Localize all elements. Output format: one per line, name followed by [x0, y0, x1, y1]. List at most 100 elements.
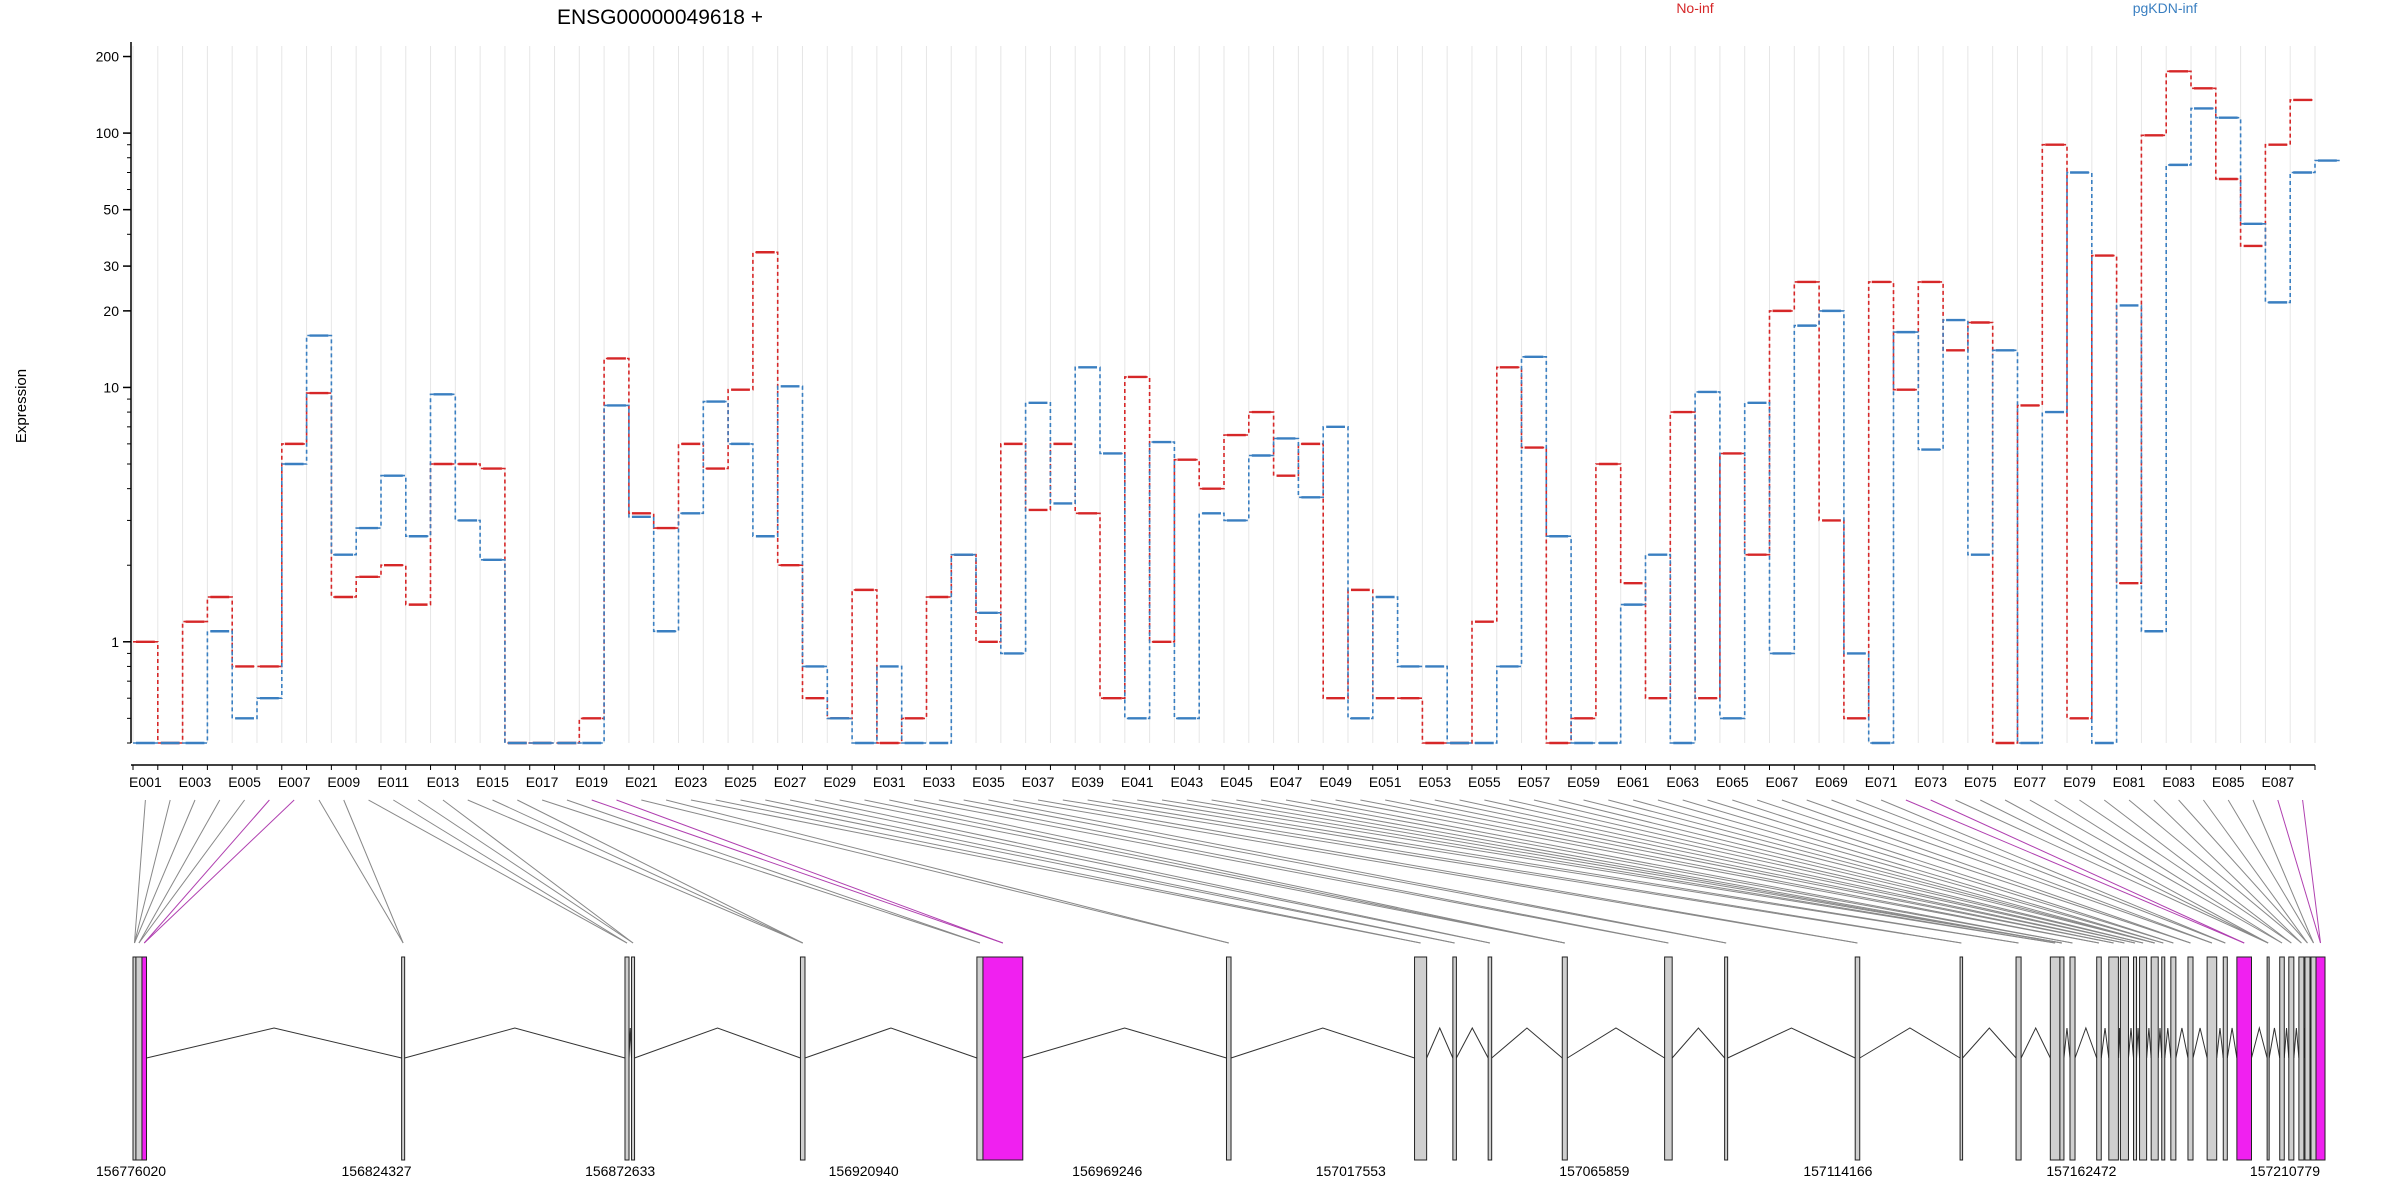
exon-connector-line [814, 799, 1491, 944]
exon-label: E075 [1964, 774, 1997, 790]
exon-connector-line [2054, 799, 2283, 944]
exon-connector-line [1880, 799, 2226, 944]
exon-connector-line [740, 799, 1455, 944]
exon-connector-line [963, 799, 1727, 944]
exon-connector-line [913, 799, 1669, 944]
exon-box [2161, 956, 2166, 1161]
intron-line [1491, 1027, 1563, 1059]
exon-label: E011 [378, 774, 410, 790]
exon-connector-line [1385, 799, 2114, 944]
exon-connector-line [1558, 799, 2144, 944]
exon-label: E007 [278, 774, 311, 790]
exon-box [2206, 956, 2218, 1161]
exon-label: E069 [1815, 774, 1848, 790]
intron-line [2283, 1027, 2290, 1059]
exon-label: E031 [873, 774, 906, 790]
y-tick-label: 50 [103, 202, 119, 218]
exon-connector-line [133, 799, 146, 944]
intron-line [1671, 1027, 1725, 1059]
exon-label: E027 [774, 774, 807, 790]
exon-label: E035 [972, 774, 1005, 790]
exon-connector-line [1756, 799, 2191, 944]
exon-label: E057 [1518, 774, 1551, 790]
exon-label: E049 [1319, 774, 1352, 790]
exon-connector-line [1360, 799, 2100, 944]
intron-line [2146, 1027, 2152, 1059]
genomic-coordinate-label: 157162472 [2046, 1163, 2116, 1179]
exon-connector-line [2227, 799, 2314, 944]
intron-line [2226, 1027, 2238, 1059]
exon-box-highlighted [2315, 956, 2326, 1161]
intron-line [1426, 1026, 1454, 1059]
intron-line [2074, 1026, 2098, 1059]
exon-label: E073 [1914, 774, 1947, 790]
exon-box [1452, 956, 1457, 1161]
intron-line [1455, 1026, 1489, 1059]
exon-connector-line [1285, 799, 2073, 944]
exon-label: E083 [2162, 774, 2195, 790]
exon-connector-line [1137, 799, 2019, 944]
exon-label: E043 [1170, 774, 1203, 790]
exon-connector-line [2203, 799, 2308, 944]
exon-connector-line [765, 799, 1455, 944]
exon-box [2310, 956, 2317, 1161]
y-tick-label: 20 [103, 303, 119, 319]
intron-line [1567, 1027, 1665, 1059]
genomic-coordinate-label: 156872633 [585, 1163, 655, 1179]
exon-connector-line [1533, 799, 2144, 944]
exon-connector-line [1732, 799, 2174, 944]
exon-label: E037 [1022, 774, 1055, 790]
exon-connector-line [2153, 799, 2302, 944]
exon-box [2304, 956, 2311, 1161]
genomic-coordinate-label: 156969246 [1072, 1163, 1142, 1179]
exon-box [2298, 956, 2305, 1161]
exon-box-highlighted [141, 956, 148, 1161]
exon-connector-line [1087, 799, 1962, 944]
exon-box [1724, 956, 1729, 1161]
exon-connector-line [2277, 799, 2321, 944]
exon-connector-line [143, 799, 270, 944]
exon-connector-line [368, 799, 628, 944]
genomic-coordinate-label: 157114166 [1803, 1163, 1872, 1179]
exon-box-highlighted [982, 956, 1024, 1161]
intron-line [804, 1027, 978, 1059]
exon-connector-line [1335, 799, 2100, 944]
y-tick-label: 200 [96, 49, 120, 65]
exon-connector-line [143, 799, 295, 944]
exon-box [2150, 956, 2159, 1161]
exon-box [799, 956, 806, 1161]
exon-connector-line [1707, 799, 2174, 944]
exon-connector-line [2103, 799, 2292, 944]
intron-line [2251, 1026, 2268, 1059]
exon-connector-line [938, 799, 1669, 944]
exon-box [2133, 956, 2138, 1161]
exon-label: E013 [427, 774, 460, 790]
exon-connector-line [864, 799, 1565, 944]
intron-line [2216, 1027, 2224, 1059]
exon-connector-line [1806, 799, 2213, 944]
exon-label: E059 [1567, 774, 1600, 790]
exon-label: E017 [526, 774, 559, 790]
exon-connector-line [138, 799, 245, 944]
exon-label: E009 [327, 774, 360, 790]
exon-box [1959, 956, 1964, 1161]
intron-line [2157, 1027, 2163, 1059]
exon-label: E053 [1418, 774, 1451, 790]
exon-connector-line [1509, 799, 2136, 944]
exon-box [1225, 956, 1232, 1161]
exon-label: E045 [1220, 774, 1253, 790]
exon-label: E081 [2113, 774, 2146, 790]
intron-line [1962, 1027, 2017, 1059]
exon-label: E033 [923, 774, 956, 790]
y-tick-label: 10 [103, 379, 119, 395]
exon-box [2069, 956, 2076, 1161]
exon-box [401, 956, 406, 1161]
exon-connector-line [133, 799, 171, 944]
exon-connector-line [1905, 799, 2245, 944]
genomic-coordinate-label: 157210779 [2250, 1163, 2320, 1179]
series-line-pgkdn-inf [133, 107, 2340, 744]
exon-connector-line [2004, 799, 2269, 944]
exon-label: E005 [228, 774, 261, 790]
genomic-coordinate-label: 156776020 [96, 1163, 166, 1179]
